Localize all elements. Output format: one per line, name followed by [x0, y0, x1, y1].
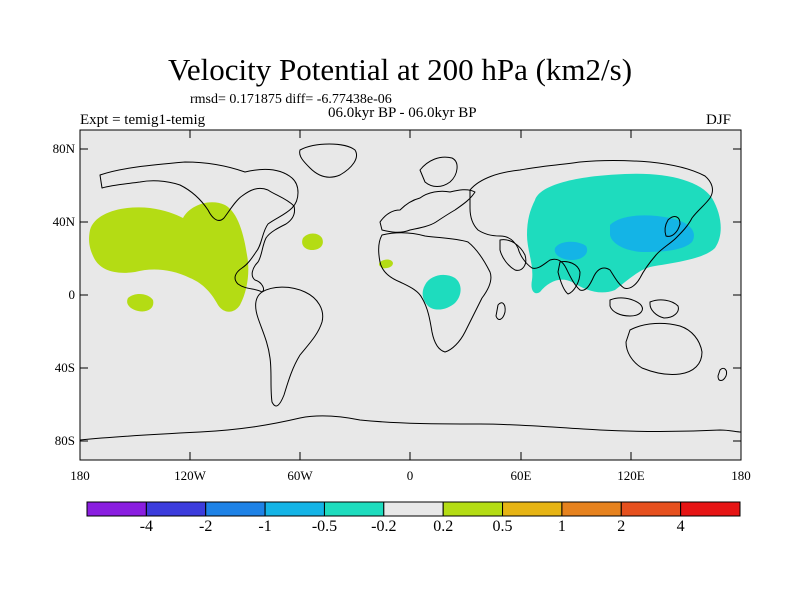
colorbar-swatch-3	[264, 501, 325, 517]
lon-label-60e: 60E	[510, 468, 532, 483]
colorbar-label-3: -0.5	[311, 518, 338, 535]
maritime-continent-coastline	[609, 297, 679, 319]
colorbar-label-0: -4	[139, 518, 154, 535]
australia-coastline	[625, 322, 703, 375]
latitude-ticks	[80, 148, 741, 442]
colorbar-swatch-0	[86, 501, 147, 517]
season-label: DJF	[706, 112, 732, 128]
longitude-ticks	[79, 130, 742, 460]
europe-coastline	[379, 189, 476, 233]
africa-negative-region	[422, 274, 461, 310]
colorbar-swatch-5	[383, 501, 444, 517]
positive-anomaly-regions	[89, 202, 393, 312]
lon-label-180w: 180	[70, 468, 90, 483]
lat-label-80s: 80S	[54, 433, 75, 448]
antarctica-coastline	[80, 415, 741, 441]
plot-title: Velocity Potential at 200 hPa (km2/s)	[167, 52, 633, 87]
lat-label-40n: 40N	[52, 214, 75, 229]
south-america-coastline	[255, 286, 324, 407]
lon-label-120w: 120W	[174, 468, 206, 483]
experiment-label: Expt = temig1-temig	[80, 112, 206, 128]
colorbar	[86, 501, 741, 517]
colorbar-label-2: -1	[258, 518, 272, 535]
colorbar-label-6: 0.5	[492, 518, 513, 535]
arabia-coastline	[499, 239, 527, 271]
asia-coastline	[469, 160, 713, 291]
coastlines	[80, 143, 741, 441]
lat-label-0: 0	[68, 287, 76, 302]
africa-coastline	[378, 232, 492, 353]
colorbar-swatch-10	[680, 501, 741, 517]
lon-label-180e: 180	[731, 468, 751, 483]
colorbar-label-4: -0.2	[371, 518, 397, 535]
subtropical-pacific-positive-blob	[127, 294, 154, 312]
rmsd-diff-label: rmsd= 0.171875 diff= -6.77438e-06	[190, 92, 392, 107]
colorbar-swatch-6	[442, 501, 504, 517]
north-pacific-positive-region	[89, 202, 249, 312]
strong-negative-anomaly-regions	[554, 215, 694, 260]
colorbar-label-7: 1	[557, 518, 566, 535]
west-africa-positive-blob	[378, 259, 393, 269]
colorbar-swatch-2	[205, 501, 266, 517]
colorbar-label-5: 0.2	[433, 518, 454, 535]
lat-label-80n: 80N	[52, 141, 75, 156]
colorbar-swatch-8	[561, 501, 622, 517]
south-asia-strong-negative	[554, 241, 588, 260]
atlantic-positive-blob	[302, 233, 323, 250]
greenland-coastline	[299, 143, 357, 178]
colorbar-label-8: 2	[617, 518, 626, 535]
scandinavia-coastline	[419, 156, 458, 187]
north-america-coastline	[99, 161, 299, 293]
colorbar-swatch-9	[620, 501, 682, 517]
lon-label-0: 0	[406, 468, 414, 483]
japan-coastline	[664, 216, 681, 237]
period-label: 06.0kyr BP - 06.0kyr BP	[328, 105, 477, 121]
colorbar-swatch-1	[145, 501, 207, 517]
colorbar-label-1: -2	[199, 518, 213, 535]
east-asia-strong-negative	[610, 215, 694, 252]
colorbar-swatch-7	[502, 501, 563, 517]
lon-label-60w: 60W	[287, 468, 313, 483]
new-zealand-coastline	[717, 367, 727, 381]
colorbar-label-9: 4	[676, 518, 685, 535]
lat-label-40s: 40S	[54, 360, 75, 375]
colorbar-swatch-4	[323, 501, 385, 517]
india-coastline	[557, 261, 581, 295]
madagascar-coastline	[495, 302, 506, 320]
lon-label-120e: 120E	[617, 468, 645, 483]
